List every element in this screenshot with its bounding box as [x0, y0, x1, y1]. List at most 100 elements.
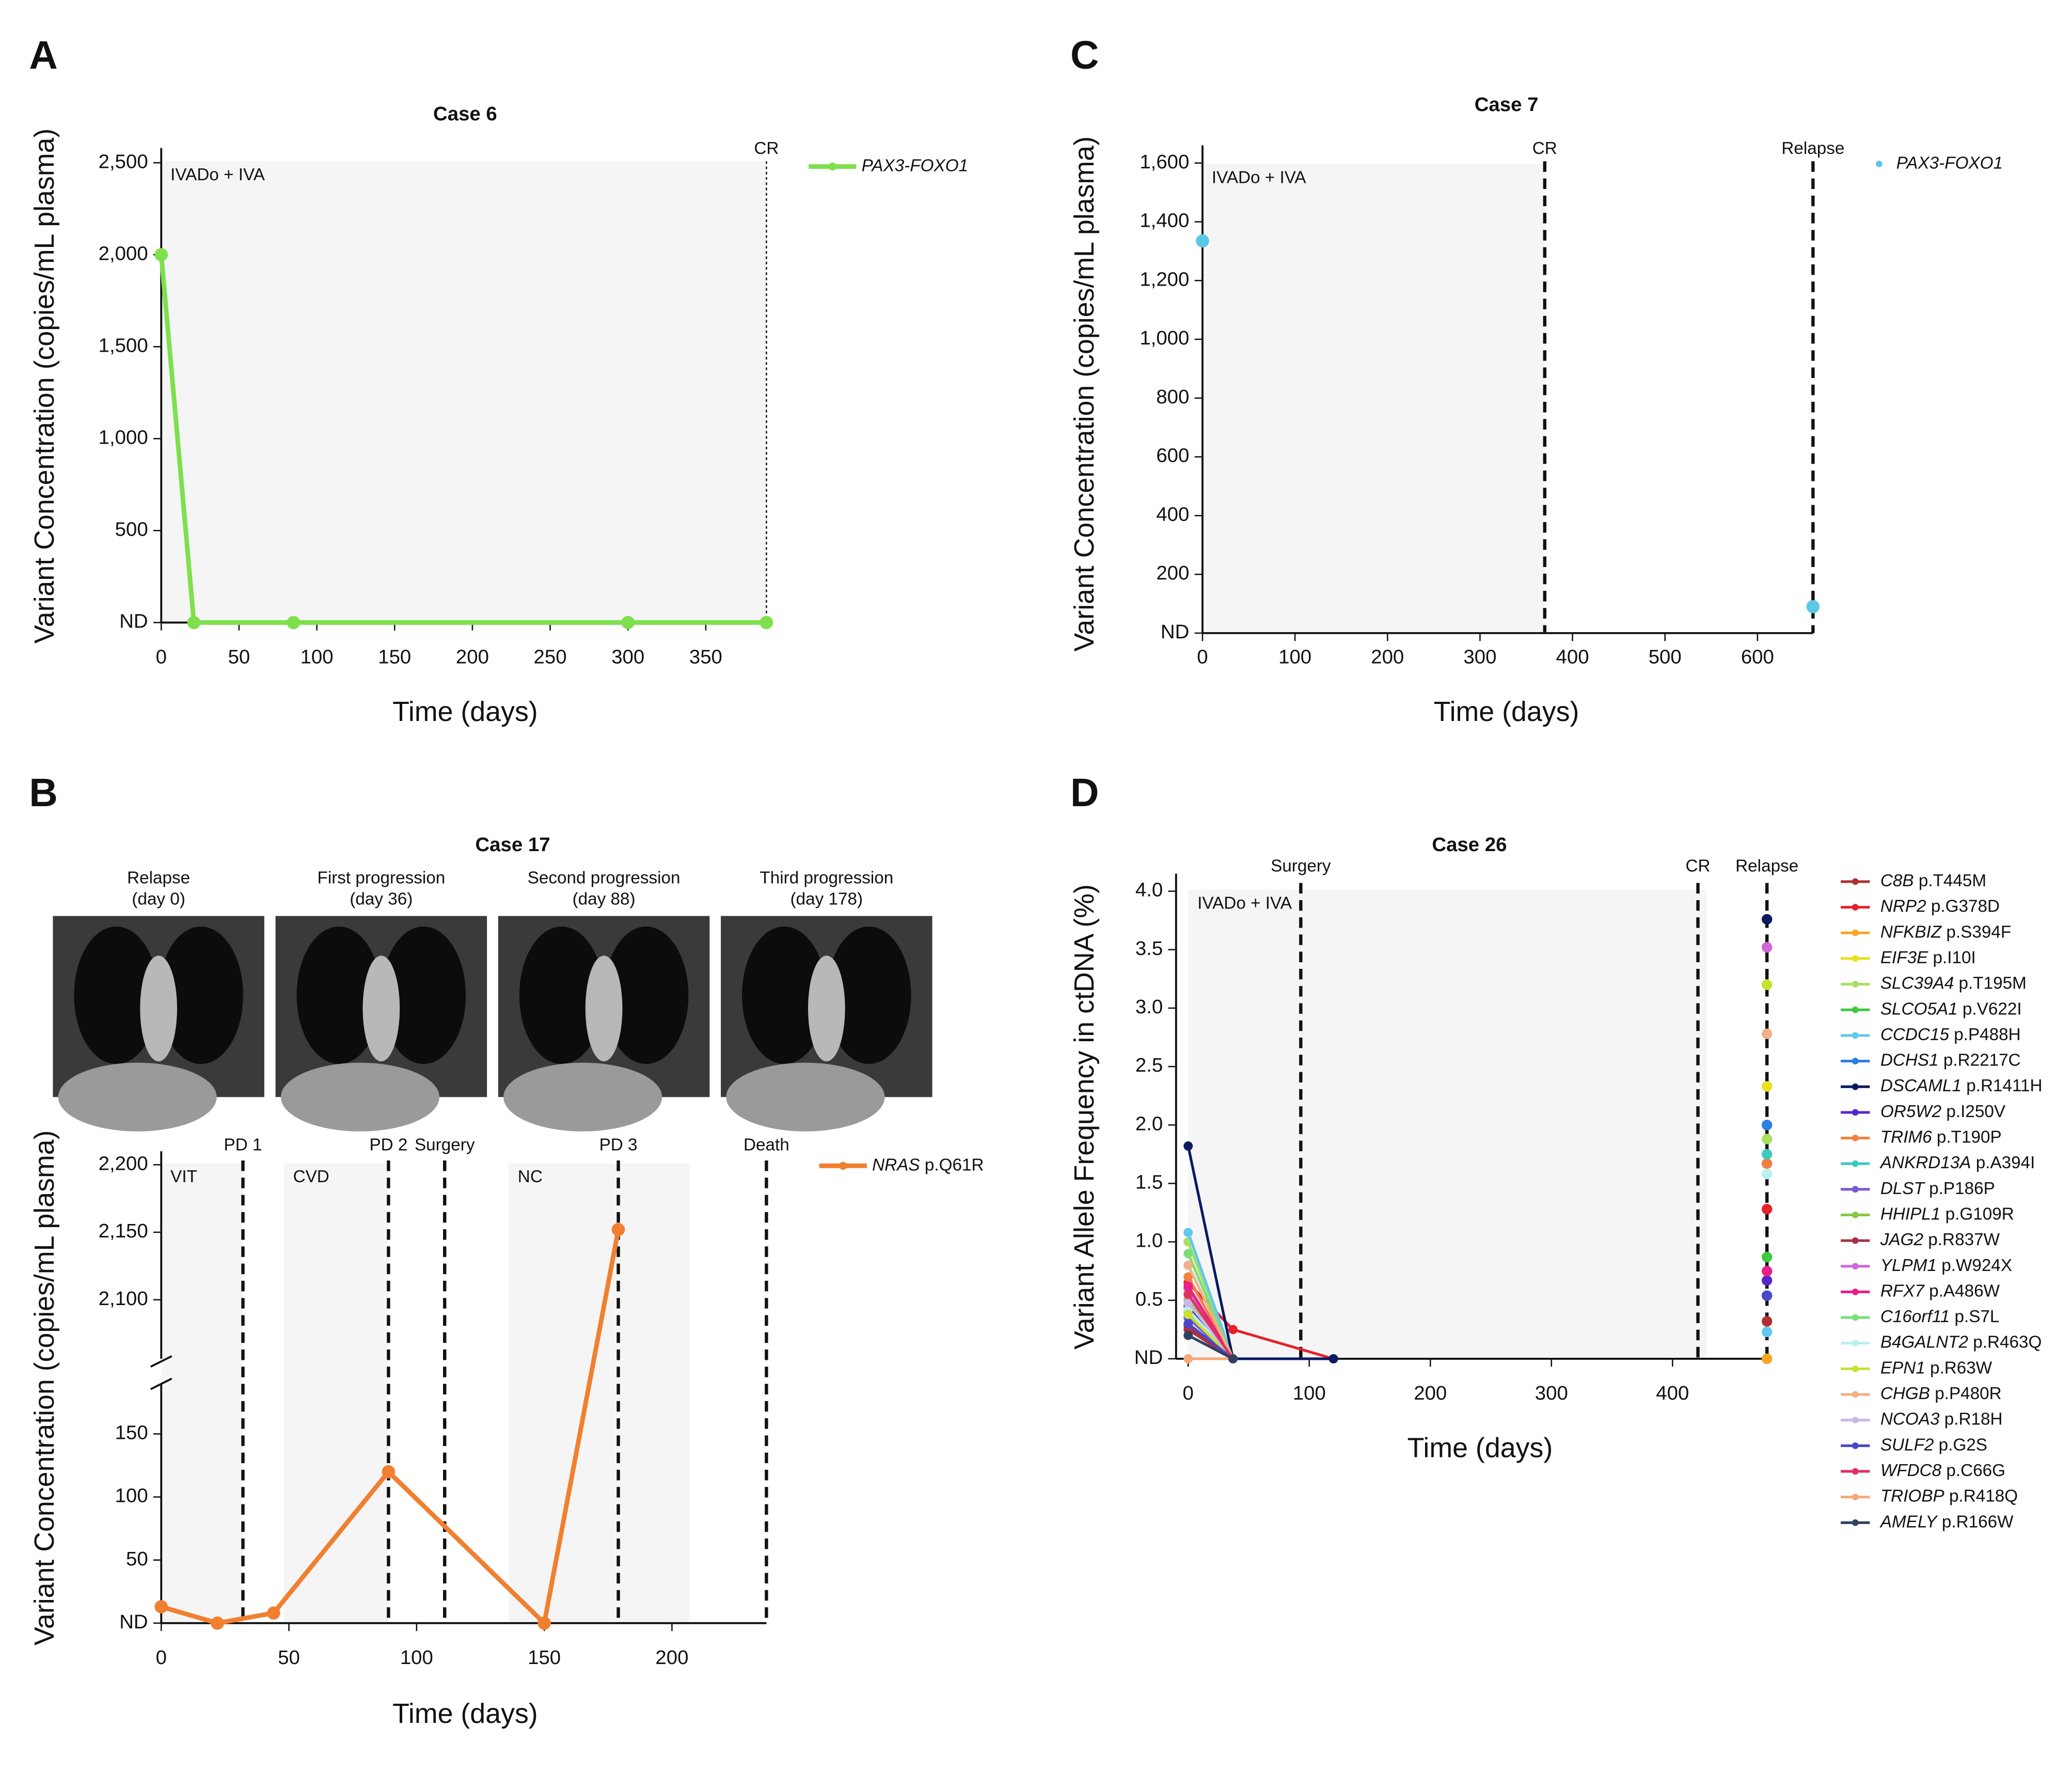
y-tick-label: 600: [1156, 445, 1189, 467]
event-label: Relapse: [1735, 857, 1798, 876]
y-axis-title: Variant Concentration (copies/mL plasma): [29, 129, 60, 644]
relapse-point: [1761, 1028, 1773, 1039]
data-point: [1806, 600, 1820, 614]
treatment-region: [161, 161, 767, 623]
legend-marker: [839, 1162, 847, 1170]
data-point: [287, 616, 300, 630]
treatment-region: [283, 1163, 389, 1623]
legend-marker: [1852, 1109, 1859, 1116]
y-tick-label: 1,400: [1140, 210, 1189, 232]
region-label: IVADo + IVA: [1212, 168, 1307, 187]
region-label: CVD: [293, 1167, 329, 1186]
ct-lung: [826, 927, 911, 1064]
x-axis-title: Time (days): [392, 696, 538, 727]
panel-letter: D: [1070, 771, 1099, 815]
data-point: [621, 616, 635, 630]
image-caption: (day 88): [573, 890, 636, 909]
event-label: CR: [1532, 139, 1557, 158]
y-tick-label: 1,000: [99, 426, 148, 448]
x-tick-label: 100: [1278, 646, 1311, 668]
y-tick-label: 2,150: [99, 1220, 148, 1242]
legend-marker: [1852, 1391, 1859, 1398]
legend-label: C8B p.T445M: [1880, 871, 1986, 890]
region-label: NC: [518, 1167, 543, 1186]
y-tick-label: 4.0: [1135, 879, 1163, 901]
y-tick-label: ND: [119, 610, 148, 633]
relapse-point: [1761, 942, 1773, 953]
legend-marker: [1852, 1314, 1859, 1321]
y-tick-label: 2.0: [1135, 1112, 1163, 1135]
x-tick-label: 100: [400, 1646, 433, 1669]
legend-label: YLPM1 p.W924X: [1880, 1256, 2012, 1275]
legend-marker: [1852, 904, 1859, 911]
y-tick-label: 400: [1156, 503, 1189, 525]
y-tick-label: ND: [1161, 621, 1189, 643]
data-point: [267, 1606, 280, 1620]
ct-liver: [503, 1062, 662, 1132]
y-tick-label: 3.0: [1135, 996, 1163, 1018]
event-label: Surgery: [415, 1136, 475, 1155]
panel-letter: B: [29, 771, 57, 815]
y-tick-label: 1,200: [1140, 268, 1189, 290]
data-point: [187, 616, 201, 630]
data-point: [1183, 1249, 1193, 1259]
y-tick-label: 1.5: [1135, 1171, 1163, 1194]
y-axis-title: Variant Concentration (copies/mL plasma): [1069, 136, 1100, 652]
y-tick-label: 1,600: [1140, 151, 1189, 173]
legend-label: PAX3-FOXO1: [1896, 153, 2003, 172]
y-tick-label: ND: [1134, 1346, 1163, 1369]
legend-label: EPN1 p.R63W: [1880, 1358, 1992, 1377]
relapse-point: [1761, 1169, 1773, 1180]
data-point: [1183, 1228, 1193, 1237]
image-caption: Relapse: [127, 869, 190, 888]
ct-mediastinum: [808, 955, 845, 1062]
data-point: [1183, 1260, 1193, 1270]
legend-marker: [1852, 1083, 1859, 1090]
ct-mediastinum: [362, 955, 400, 1062]
legend-marker: [1852, 955, 1859, 962]
data-point: [760, 616, 773, 630]
ct-liver: [280, 1062, 439, 1132]
series-line: [1187, 1323, 1234, 1360]
y-tick-label: 2.5: [1135, 1054, 1163, 1076]
relapse-point: [1761, 1275, 1773, 1286]
data-point: [154, 248, 168, 261]
relapse-point: [1761, 1353, 1773, 1364]
axis-break: [150, 1355, 172, 1368]
y-tick-label: 1,000: [1140, 327, 1189, 349]
legend-marker: [1852, 1289, 1859, 1295]
legend-label: AMELY p.R166W: [1879, 1512, 2014, 1531]
ct-lung: [296, 927, 382, 1064]
legend-label: JAG2 p.R837W: [1880, 1230, 2000, 1249]
event-label: PD 2: [369, 1136, 407, 1155]
legend-label: B4GALNT2 p.R463Q: [1880, 1333, 2042, 1352]
image-caption: Second progression: [528, 869, 681, 888]
treatment-region: [161, 1163, 243, 1623]
data-point: [537, 1616, 551, 1630]
panel-letter: C: [1070, 34, 1099, 77]
y-tick-label: 100: [115, 1485, 148, 1507]
relapse-point: [1761, 1290, 1773, 1301]
y-tick-label: 1,500: [99, 334, 148, 356]
legend-marker: [1852, 1032, 1859, 1039]
y-axis-title: Variant Allele Frequency in ctDNA (%): [1069, 884, 1100, 1350]
legend-label: OR5W2 p.I250V: [1880, 1102, 2006, 1121]
legend-marker: [1852, 1237, 1859, 1244]
relapse-point: [1761, 1120, 1773, 1131]
legend-label: CHGB p.P480R: [1880, 1384, 2002, 1403]
x-tick-label: 400: [1556, 646, 1589, 668]
x-tick-label: 50: [228, 646, 250, 668]
event-label: Surgery: [1271, 857, 1331, 876]
ct-mediastinum: [585, 955, 623, 1062]
chart-title: Case 17: [475, 834, 550, 856]
legend-marker: [1852, 1468, 1859, 1475]
y-tick-label: 500: [115, 518, 148, 540]
event-label: PD 3: [599, 1136, 638, 1155]
data-point: [382, 1465, 396, 1479]
x-tick-label: 400: [1656, 1382, 1689, 1404]
region-label: IVADo + IVA: [1197, 893, 1292, 913]
series-line: [161, 1229, 621, 1628]
relapse-point: [1761, 1251, 1773, 1263]
relapse-point: [1761, 1265, 1773, 1277]
